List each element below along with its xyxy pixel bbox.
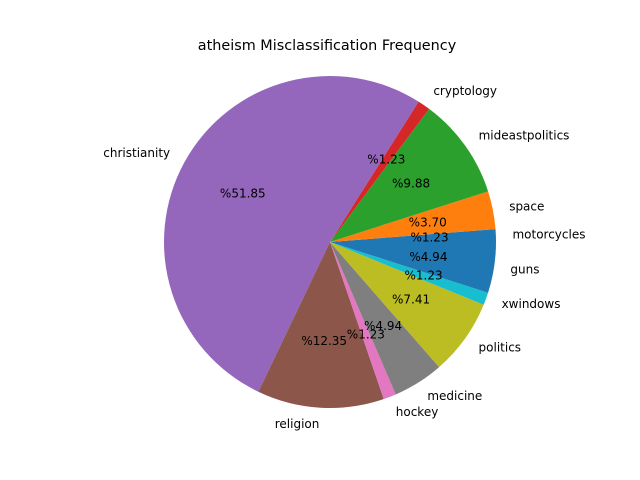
slice-label-mideastpolitics: mideastpolitics — [479, 128, 570, 142]
pie-slice-politics — [330, 242, 484, 368]
slice-percent-mideastpolitics: %9.88 — [392, 177, 430, 191]
pie-slice-cryptology — [330, 101, 430, 242]
slice-percent-motorcycles: %1.23 — [410, 231, 448, 245]
slice-label-medicine: medicine — [427, 389, 482, 403]
pie-slice-motorcycles — [330, 229, 496, 242]
chart-title: atheism Misclassification Frequency — [198, 38, 457, 54]
slice-label-religion: religion — [275, 417, 320, 431]
pie-slice-christianity — [163, 75, 419, 392]
slice-percent-cryptology: %1.23 — [367, 152, 405, 166]
pie-slice-guns — [330, 242, 496, 293]
pie-slice-medicine — [330, 242, 440, 395]
slice-percent-religion: %12.35 — [301, 334, 347, 348]
pie-slice-xwindows — [330, 242, 489, 305]
slice-percent-hockey: %1.23 — [347, 327, 385, 341]
slice-label-christianity: christianity — [103, 146, 170, 160]
slice-label-hockey: hockey — [396, 405, 439, 419]
pie-labels: motorcycles %1.23 space %3.70 mideastpolitic… — [103, 84, 585, 431]
slice-label-xwindows: xwindows — [502, 297, 561, 311]
slice-percent-guns: %4.94 — [409, 250, 447, 264]
slice-label-motorcycles: motorcycles — [512, 227, 585, 241]
pie-slices — [163, 75, 496, 408]
slice-percent-politics: %7.41 — [392, 292, 430, 306]
slice-percent-xwindows: %1.23 — [405, 269, 443, 283]
slice-label-space: space — [509, 199, 544, 213]
pie-slice-religion — [258, 242, 384, 408]
slice-percent-christianity: %51.85 — [220, 186, 266, 200]
slice-label-politics: politics — [479, 341, 522, 355]
slice-label-cryptology: cryptology — [433, 84, 497, 98]
pie-slice-space — [330, 191, 496, 242]
slice-percent-medicine: %4.94 — [364, 319, 402, 333]
pie-slice-mideastpolitics — [330, 108, 489, 242]
slice-label-guns: guns — [510, 263, 539, 277]
slice-percent-space: %3.70 — [409, 215, 447, 229]
pie-slice-hockey — [330, 242, 396, 400]
